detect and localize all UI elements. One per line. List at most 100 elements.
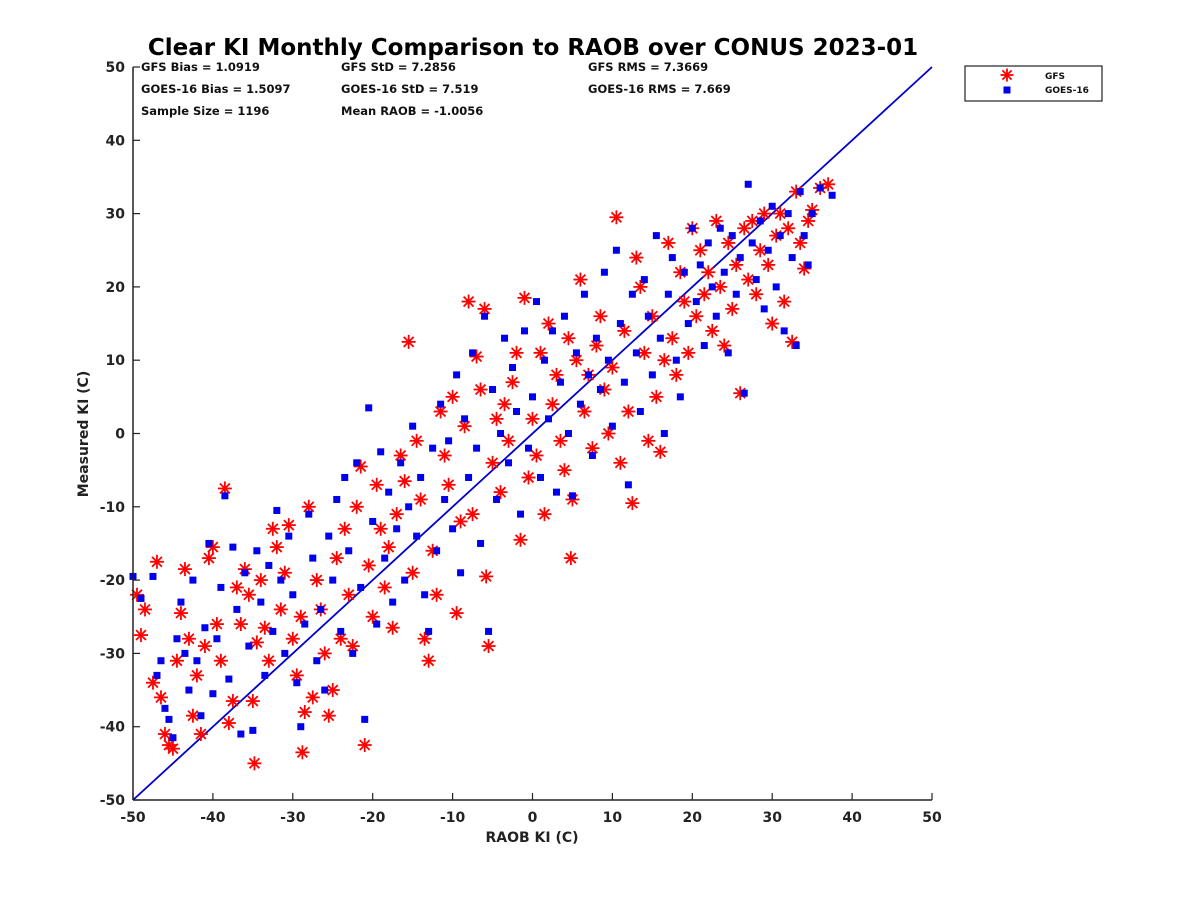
goes16-point <box>225 675 233 683</box>
goes16-point <box>776 232 784 240</box>
gfs-point <box>249 635 264 650</box>
x-tick-label: -50 <box>120 810 146 826</box>
gfs-point <box>729 257 744 272</box>
goes16-point <box>281 649 289 657</box>
goes16-point <box>445 437 453 445</box>
goes16-point <box>417 473 425 481</box>
goes16-point <box>205 539 213 547</box>
goes16-point <box>401 576 409 584</box>
goes16-point <box>521 327 529 335</box>
gfs-point <box>537 507 552 522</box>
goes16-point <box>433 547 441 555</box>
goes16-point <box>720 268 728 276</box>
goes16-point <box>405 503 413 511</box>
y-tick-label: -40 <box>100 720 126 736</box>
gfs-point <box>525 411 540 426</box>
gfs-point <box>273 602 288 617</box>
gfs-point <box>613 455 628 470</box>
gfs-point <box>601 426 616 441</box>
gfs-point <box>777 294 792 309</box>
gfs-point <box>201 551 216 566</box>
y-tick-label: 0 <box>115 427 125 443</box>
goes16-point <box>329 576 337 584</box>
gfs-point <box>337 521 352 536</box>
goes16-point <box>509 364 517 372</box>
gfs-point <box>233 617 248 632</box>
goes16-point <box>752 276 760 284</box>
goes16-point <box>273 506 281 514</box>
goes16-point <box>289 591 297 599</box>
gfs-point <box>689 309 704 324</box>
gfs-point <box>761 257 776 272</box>
gfs-point <box>197 639 212 654</box>
stat-text: GOES-16 Bias = 1.5097 <box>141 82 290 96</box>
gfs-point <box>721 235 736 250</box>
legend: GFS GOES-16 <box>964 65 1103 102</box>
goes16-point <box>596 386 604 394</box>
goes16-point <box>744 180 752 188</box>
x-tick-label: 0 <box>528 810 538 826</box>
gfs-point <box>473 382 488 397</box>
goes16-point <box>784 210 792 218</box>
y-tick-label: 50 <box>106 60 126 76</box>
goes16-point <box>756 217 764 225</box>
goes16-point <box>421 591 429 599</box>
goes16-point <box>680 268 688 276</box>
gfs-point <box>429 587 444 602</box>
goes16-point <box>349 649 357 657</box>
goes16-point <box>540 356 548 364</box>
x-tick-label: 50 <box>922 810 942 826</box>
gfs-point <box>377 580 392 595</box>
goes16-point <box>265 561 273 569</box>
gfs-point <box>369 477 384 492</box>
goes16-point <box>237 730 245 738</box>
gfs-point <box>245 694 260 709</box>
goes16-point <box>584 371 592 379</box>
goes16-point <box>556 378 564 386</box>
gfs-point <box>325 683 340 698</box>
gfs-point <box>225 694 240 709</box>
gfs-point <box>485 455 500 470</box>
gfs-point <box>677 294 692 309</box>
goes16-point <box>489 386 497 394</box>
gfs-point <box>553 433 568 448</box>
gfs-point <box>509 345 524 360</box>
goes16-point <box>173 635 181 643</box>
gfs-point <box>749 287 764 302</box>
goes16-point <box>181 649 189 657</box>
legend-goes16-marker <box>1003 86 1011 94</box>
chart-title: Clear KI Monthly Comparison to RAOB over… <box>148 35 918 61</box>
goes16-point <box>189 576 197 584</box>
gfs-point <box>269 540 284 555</box>
goes16-point <box>353 459 361 467</box>
gfs-point <box>261 653 276 668</box>
goes16-point <box>624 481 632 489</box>
goes16-point <box>544 415 552 423</box>
goes16-point <box>241 569 249 577</box>
gfs-point <box>717 338 732 353</box>
goes16-point <box>397 459 405 467</box>
goes16-point <box>568 492 576 500</box>
stat-text: Sample Size = 1196 <box>141 104 269 118</box>
goes16-point <box>177 598 185 606</box>
goes16-point <box>213 635 221 643</box>
gfs-point <box>349 499 364 514</box>
goes16-point <box>365 404 373 412</box>
goes16-series <box>129 180 836 742</box>
gfs-point <box>445 389 460 404</box>
gfs-point <box>389 507 404 522</box>
legend-goes16-label: GOES-16 <box>1045 86 1089 96</box>
gfs-point <box>405 565 420 580</box>
goes16-point <box>497 430 505 437</box>
gfs-point <box>413 492 428 507</box>
gfs-point <box>561 331 576 346</box>
stat-text: GOES-16 StD = 7.519 <box>341 82 478 96</box>
goes16-point <box>193 657 201 665</box>
x-tick-label: -40 <box>200 810 226 826</box>
gfs-point <box>229 580 244 595</box>
gfs-point <box>665 331 680 346</box>
gfs-point <box>285 631 300 646</box>
gfs-point <box>169 653 184 668</box>
goes16-point <box>313 657 321 665</box>
goes16-point <box>301 620 309 628</box>
